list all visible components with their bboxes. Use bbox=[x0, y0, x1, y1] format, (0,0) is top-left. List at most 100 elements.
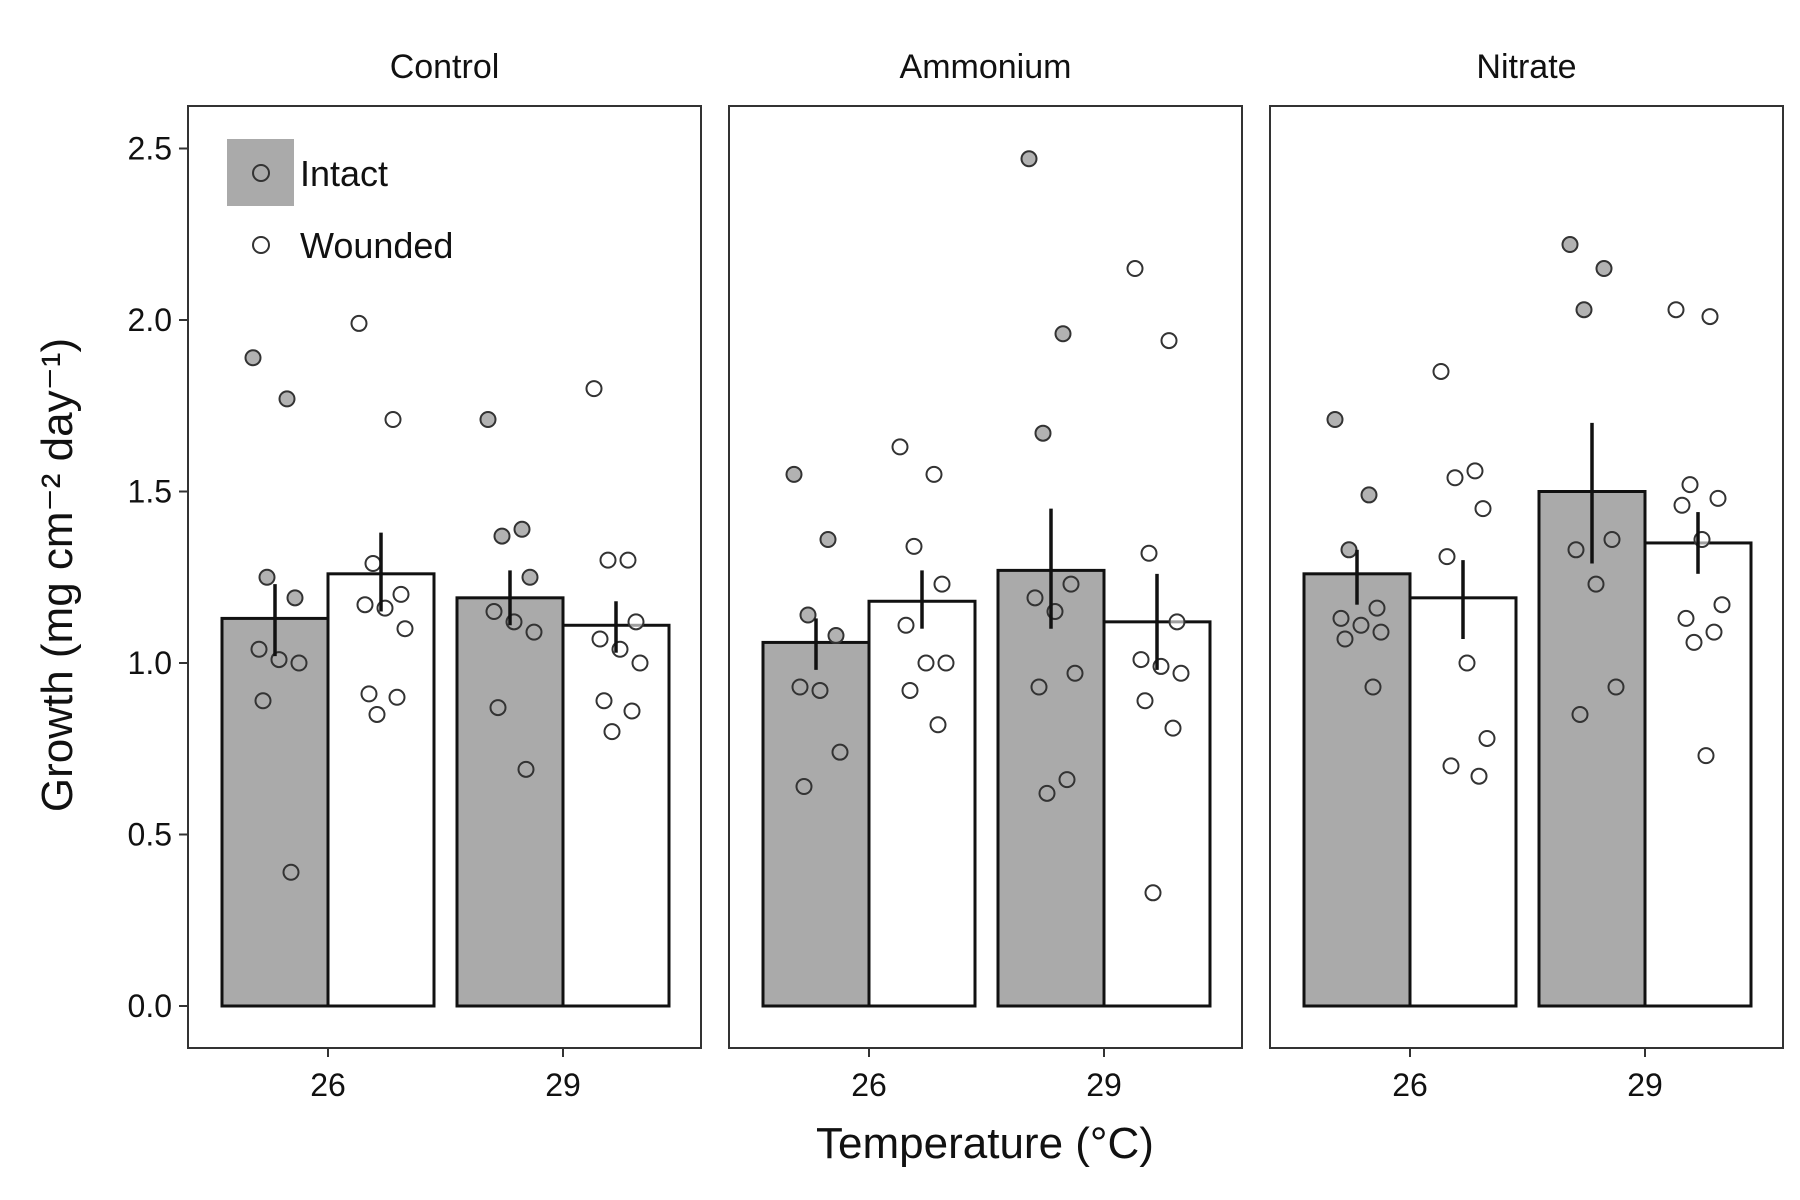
data-point-intact bbox=[244, 349, 262, 367]
data-point-intact bbox=[479, 410, 497, 428]
data-point-wounded bbox=[1701, 308, 1719, 326]
panel-border bbox=[1269, 105, 1784, 1049]
legend-swatch-intact bbox=[252, 164, 270, 182]
data-point-wounded bbox=[623, 702, 641, 720]
panel-border bbox=[728, 105, 1243, 1049]
data-point-intact bbox=[278, 390, 296, 408]
data-point-wounded bbox=[1126, 260, 1144, 278]
panel-border bbox=[187, 105, 702, 1049]
x-tick-label: 26 bbox=[310, 1067, 346, 1103]
data-point-intact bbox=[1364, 678, 1382, 696]
data-point-wounded bbox=[901, 681, 919, 699]
bar-intact bbox=[1302, 572, 1412, 1008]
x-tick-label: 29 bbox=[545, 1067, 581, 1103]
data-point-wounded bbox=[599, 551, 617, 569]
data-point-wounded bbox=[627, 613, 645, 631]
data-point-intact bbox=[1595, 260, 1613, 278]
data-point-wounded bbox=[1140, 544, 1158, 562]
legend: Intact Wounded bbox=[227, 139, 453, 266]
data-point-wounded bbox=[1470, 767, 1488, 785]
panel-control: Control 26 29 bbox=[187, 48, 702, 1103]
panel-nitrate: Nitrate 26 29 bbox=[1269, 48, 1784, 1103]
axes-layer: 0.0 0.5 1.0 1.5 2.0 2.5 bbox=[128, 131, 188, 1024]
data-point-wounded bbox=[929, 716, 947, 734]
data-point-intact bbox=[254, 692, 272, 710]
x-axis-title: Temperature (°C) bbox=[816, 1119, 1154, 1168]
data-point-wounded bbox=[603, 723, 621, 741]
data-point-wounded bbox=[396, 620, 414, 638]
data-point-wounded bbox=[1478, 729, 1496, 747]
y-tick-label: 2.5 bbox=[128, 131, 172, 167]
data-point-wounded bbox=[1160, 332, 1178, 350]
data-point-wounded bbox=[1681, 476, 1699, 494]
data-point-wounded bbox=[933, 575, 951, 593]
data-point-wounded bbox=[1458, 654, 1476, 672]
data-point-intact bbox=[1607, 678, 1625, 696]
data-point-intact bbox=[1020, 150, 1038, 168]
data-point-intact bbox=[1332, 609, 1350, 627]
data-point-intact bbox=[521, 568, 539, 586]
data-point-intact bbox=[811, 681, 829, 699]
data-point-wounded bbox=[905, 537, 923, 555]
x-tick-label: 29 bbox=[1086, 1067, 1122, 1103]
bar-wounded bbox=[1643, 541, 1753, 1008]
data-point-wounded bbox=[1442, 757, 1460, 775]
data-point-intact bbox=[791, 678, 809, 696]
panel-ammonium: Ammonium 26 29 bbox=[728, 48, 1243, 1103]
panel-title: Nitrate bbox=[1476, 48, 1576, 86]
y-tick-label: 0.0 bbox=[128, 988, 172, 1024]
data-point-intact bbox=[1058, 771, 1076, 789]
data-point-wounded bbox=[917, 654, 935, 672]
data-point-intact bbox=[286, 589, 304, 607]
x-tick-label: 26 bbox=[851, 1067, 887, 1103]
data-point-intact bbox=[799, 606, 817, 624]
data-point-wounded bbox=[360, 685, 378, 703]
data-point-wounded bbox=[1697, 747, 1715, 765]
bar-wounded bbox=[326, 572, 436, 1008]
data-point-wounded bbox=[368, 705, 386, 723]
data-point-wounded bbox=[1677, 609, 1695, 627]
data-point-intact bbox=[1575, 301, 1593, 319]
data-point-intact bbox=[827, 627, 845, 645]
data-point-wounded bbox=[364, 555, 382, 573]
data-point-intact bbox=[1026, 589, 1044, 607]
legend-swatch-wounded bbox=[252, 236, 270, 254]
x-tick-label: 29 bbox=[1627, 1067, 1663, 1103]
data-point-intact bbox=[1360, 486, 1378, 504]
data-point-intact bbox=[1030, 678, 1048, 696]
panel-title: Control bbox=[390, 48, 500, 86]
x-tick-label: 26 bbox=[1392, 1067, 1428, 1103]
data-point-intact bbox=[1326, 410, 1344, 428]
legend-label-wounded: Wounded bbox=[300, 225, 453, 266]
data-point-intact bbox=[1571, 705, 1589, 723]
data-point-intact bbox=[258, 568, 276, 586]
data-point-wounded bbox=[356, 596, 374, 614]
data-point-wounded bbox=[1172, 664, 1190, 682]
data-point-intact bbox=[1066, 664, 1084, 682]
data-point-intact bbox=[489, 699, 507, 717]
data-point-wounded bbox=[1164, 719, 1182, 737]
data-point-wounded bbox=[1136, 692, 1154, 710]
data-point-intact bbox=[1368, 599, 1386, 617]
data-point-intact bbox=[282, 863, 300, 881]
data-point-wounded bbox=[1446, 469, 1464, 487]
data-point-wounded bbox=[1432, 362, 1450, 380]
data-point-wounded bbox=[619, 551, 637, 569]
data-point-wounded bbox=[1705, 623, 1723, 641]
data-point-wounded bbox=[350, 314, 368, 332]
y-tick-label: 2.0 bbox=[128, 302, 172, 338]
data-point-wounded bbox=[585, 380, 603, 398]
data-point-wounded bbox=[937, 654, 955, 672]
data-point-intact bbox=[1054, 325, 1072, 343]
data-point-intact bbox=[819, 531, 837, 549]
data-point-wounded bbox=[591, 630, 609, 648]
panel-title: Ammonium bbox=[900, 48, 1072, 86]
data-point-intact bbox=[1372, 623, 1390, 641]
data-point-intact bbox=[250, 640, 268, 658]
bar-intact bbox=[455, 596, 565, 1008]
data-point-intact bbox=[1336, 630, 1354, 648]
data-point-intact bbox=[1062, 575, 1080, 593]
data-point-intact bbox=[785, 465, 803, 483]
y-tick-label: 1.5 bbox=[128, 474, 172, 510]
